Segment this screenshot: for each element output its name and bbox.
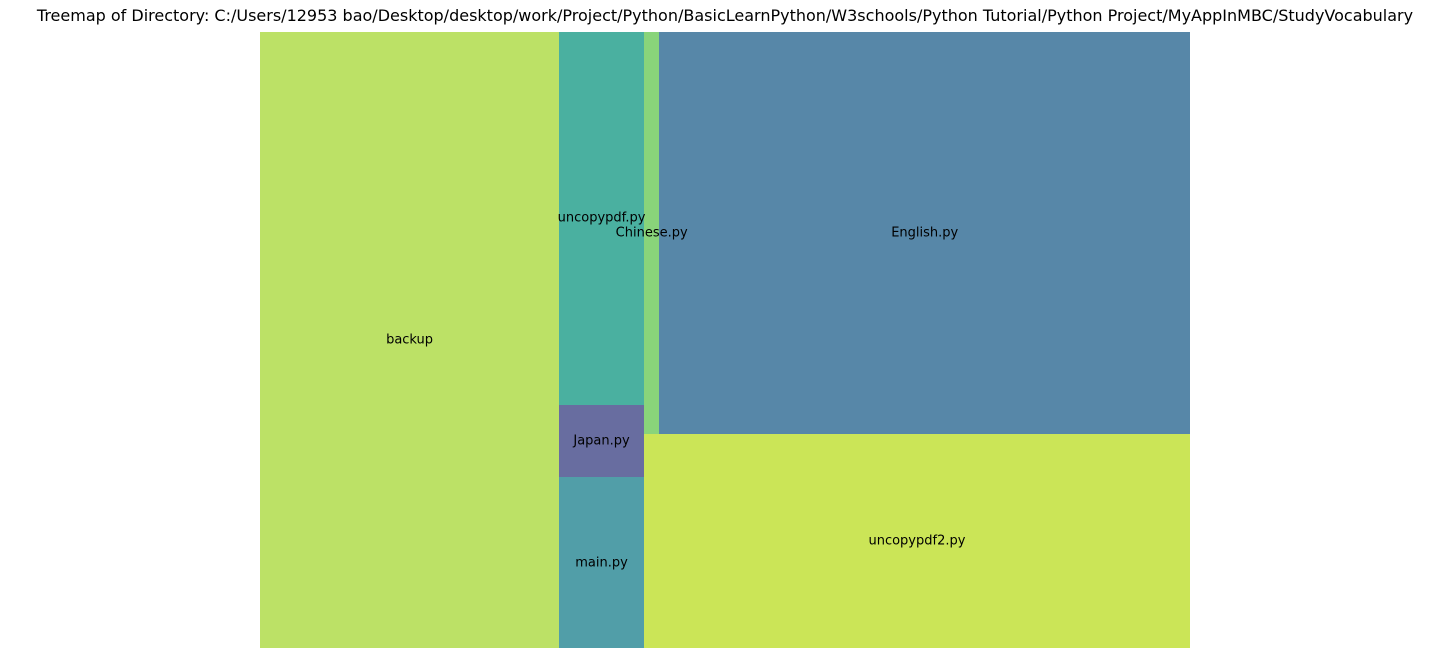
treemap-tile-uncopypdf2-py	[643, 434, 1190, 648]
treemap-plot-area: backup main.py Japan.py uncopypdf.py uncopyp…	[260, 32, 1190, 648]
treemap-tile-japan-py	[559, 404, 644, 478]
chart-title: Treemap of Directory: C:/Users/12953 bao…	[36, 6, 1414, 25]
treemap-tile-backup	[260, 32, 560, 648]
treemap-tile-chinese-py	[643, 32, 660, 435]
treemap-tile-main-py	[559, 477, 644, 648]
treemap-tile-english-py	[659, 32, 1190, 435]
treemap-tile-uncopypdf-py	[559, 32, 644, 405]
